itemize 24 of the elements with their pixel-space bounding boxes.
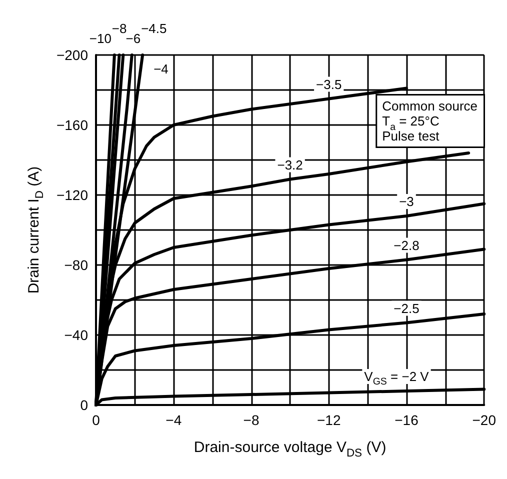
y-tick-label: −80 [64, 257, 88, 273]
series-label: −2.8 [394, 238, 420, 253]
x-tick-label: −8 [243, 412, 260, 428]
annotation: Common source [382, 98, 478, 114]
series-label: −3 [399, 194, 414, 209]
y-axis-title: Drain current ID (A) [26, 166, 46, 294]
series-label: −10 [89, 31, 112, 46]
y-tick-label: −200 [56, 47, 88, 63]
y-tick-label: −40 [64, 327, 88, 343]
y-tick-label: −120 [56, 187, 88, 203]
x-tick-label: −20 [472, 412, 496, 428]
x-tick-label: −4 [166, 412, 182, 428]
x-tick-label: −16 [394, 412, 419, 428]
series-label: −3.5 [316, 76, 342, 92]
series-label: −8 [112, 21, 127, 36]
series-label: −4.5 [141, 21, 167, 36]
x-tick-label: 0 [92, 412, 100, 428]
series-label: −2.5 [394, 300, 420, 316]
x-tick-label: −12 [317, 412, 341, 428]
series-label: −3.2 [277, 157, 303, 172]
y-tick-label: 0 [80, 397, 88, 413]
y-tick-label: −160 [56, 117, 88, 133]
series-label: −4 [154, 62, 168, 76]
series-label: −6 [126, 31, 141, 46]
